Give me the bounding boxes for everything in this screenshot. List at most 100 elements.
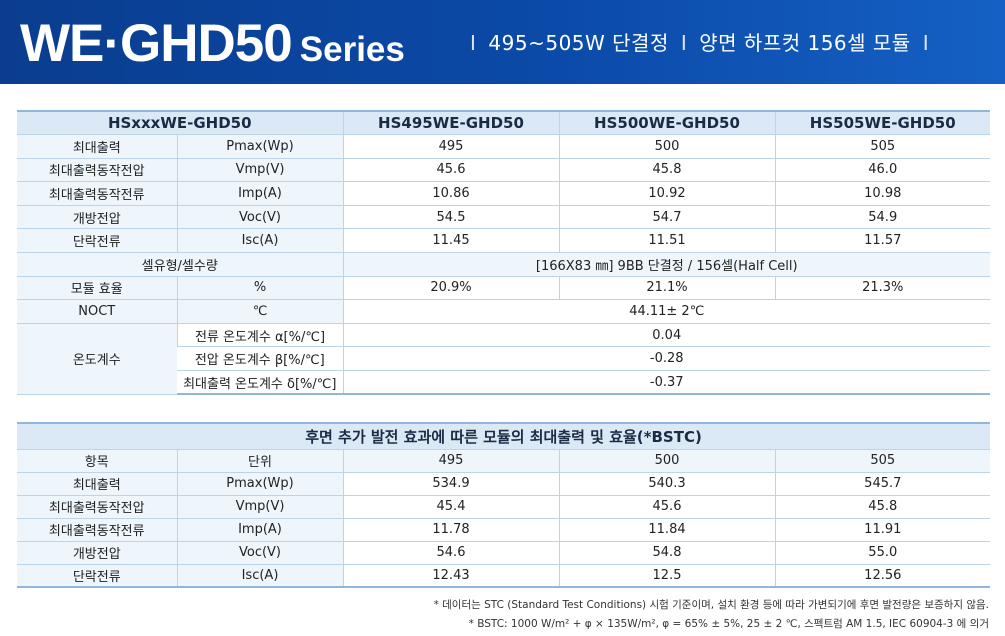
cell-value: 11.51	[558, 228, 775, 254]
separator: I	[680, 31, 688, 55]
row-unit: Pmax(Wp)	[176, 134, 343, 159]
header-banner: WE·GHD50 Series I 495~505W 단결정 I 양면 하프컷 156셀…	[0, 0, 1005, 84]
cell-value: 21.1%	[558, 276, 775, 301]
cell-value: 12.43	[342, 564, 559, 588]
rear-row-vmp: 최대출력동작전압 Vmp(V) 45.4 45.6 45.8	[17, 495, 991, 519]
cell-value: 545.7	[774, 472, 991, 496]
header-500: 500	[558, 449, 775, 473]
spec-row-imp: 최대출력동작전류 Imp(A) 10.86 10.92 10.98	[17, 181, 990, 206]
separator: I	[470, 31, 477, 55]
header-505: 505	[774, 449, 991, 473]
spec-row-noct: NOCT ℃ 44.11± 2℃	[17, 299, 990, 324]
row-unit: Voc(V)	[176, 205, 343, 230]
row-unit: ℃	[176, 299, 343, 324]
row-unit: %	[176, 276, 343, 301]
footnotes: * 데이터는 STC (Standard Test Conditions) 시험…	[434, 596, 989, 634]
row-unit: Vmp(V)	[176, 158, 343, 183]
row-unit: Vmp(V)	[176, 495, 343, 519]
row-unit: Imp(A)	[176, 518, 343, 542]
spec-header-505: HS505WE-GHD50	[774, 110, 990, 136]
cell-value: -0.28	[342, 346, 990, 372]
cell-value: 21.3%	[774, 276, 990, 301]
cell-value: 540.3	[558, 472, 775, 496]
temp-coeff-sublabel: 전류 온도계수 α[%/℃]	[176, 323, 343, 348]
header-495: 495	[342, 449, 559, 473]
row-label: 개방전압	[17, 205, 177, 230]
cell-value: 500	[558, 134, 775, 159]
temp-coeff-label: 온도계수	[17, 323, 177, 395]
row-unit: Pmax(Wp)	[176, 472, 343, 496]
cell-type-label: 셀유형/셀수량	[17, 252, 343, 277]
row-label: 단락전류	[17, 228, 177, 254]
cell-value: 534.9	[342, 472, 559, 496]
row-unit: Voc(V)	[176, 541, 343, 565]
spec-row-temp-voltage: 전압 온도계수 β[%/℃] -0.28	[17, 346, 990, 372]
cell-value: 45.6	[558, 495, 775, 519]
spec-header-495: HS495WE-GHD50	[342, 110, 559, 136]
model-name: WE·GHD50	[20, 14, 293, 73]
cell-value: 20.9%	[342, 276, 559, 301]
row-unit: Imp(A)	[176, 181, 343, 206]
noct-value: 44.11± 2℃	[342, 299, 990, 324]
header-unit: 단위	[176, 449, 343, 473]
cell-value: 54.8	[558, 541, 775, 565]
row-unit: Isc(A)	[176, 564, 343, 588]
spec-row-pmax: 최대출력 Pmax(Wp) 495 500 505	[17, 134, 990, 159]
cell-value: 0.04	[342, 323, 990, 348]
cell-value: 495	[342, 134, 559, 159]
cell-value: 54.5	[342, 205, 559, 230]
temp-coeff-sublabel: 최대출력 온도계수 δ[%/℃]	[177, 370, 343, 396]
rear-title-row: 후면 추가 발전 효과에 따른 모듈의 최대출력 및 효율(*BSTC)	[17, 422, 991, 450]
spec-row-temp-power: 최대출력 온도계수 δ[%/℃] -0.37	[17, 370, 990, 396]
temp-coeff-sublabel: 전압 온도계수 β[%/℃]	[177, 346, 343, 372]
separator: I	[922, 31, 930, 55]
rear-header-row: 항목 단위 495 500 505	[17, 449, 991, 473]
cell-value: 12.5	[558, 564, 775, 588]
row-label: NOCT	[17, 299, 177, 324]
row-label: 최대출력동작전류	[17, 518, 177, 542]
spec-row-cell-type: 셀유형/셀수량 [166X83 ㎜] 9BB 단결정 / 156셀(Half C…	[17, 252, 990, 277]
cell-value: 54.6	[342, 541, 559, 565]
product-subtitle: I 495~505W 단결정 I 양면 하프컷 156셀 모듈 I	[470, 28, 941, 58]
spec-row-voc: 개방전압 Voc(V) 54.5 54.7 54.9	[17, 205, 990, 230]
cell-value: 11.45	[342, 228, 559, 254]
row-label: 최대출력	[17, 134, 177, 159]
cell-value: 45.6	[342, 158, 559, 183]
rear-table-title: 후면 추가 발전 효과에 따른 모듈의 최대출력 및 효율(*BSTC)	[17, 422, 991, 450]
cell-value: 11.57	[774, 228, 990, 254]
footnote-bstc: * BSTC: 1000 W/m² + φ × 135W/m², φ = 65%…	[468, 618, 989, 630]
subtitle-power: 495~505W 단결정	[488, 31, 669, 55]
cell-type-value: [166X83 ㎜] 9BB 단결정 / 156셀(Half Cell)	[342, 252, 990, 277]
spec-header-row: HSxxxWE-GHD50 HS495WE-GHD50 HS500WE-GHD5…	[17, 110, 990, 136]
cell-value: 45.8	[558, 158, 775, 183]
rear-gain-table: 후면 추가 발전 효과에 따른 모듈의 최대출력 및 효율(*BSTC) 항목 …	[17, 422, 991, 588]
cell-value: 12.56	[774, 564, 991, 588]
cell-value: 45.4	[342, 495, 559, 519]
cell-value: 10.98	[774, 181, 990, 206]
product-title: WE·GHD50 Series	[20, 6, 405, 84]
rear-row-voc: 개방전압 Voc(V) 54.6 54.8 55.0	[17, 541, 991, 565]
cell-value: 45.8	[774, 495, 991, 519]
row-label: 모듈 효율	[17, 276, 177, 301]
cell-value: 505	[774, 134, 990, 159]
cell-value: 54.7	[558, 205, 775, 230]
row-label: 최대출력	[17, 472, 177, 496]
spec-row-efficiency: 모듈 효율 % 20.9% 21.1% 21.3%	[17, 276, 990, 301]
spec-row-temp-current: 온도계수 전류 온도계수 α[%/℃] 0.04	[17, 323, 990, 395]
spec-row-vmp: 최대출력동작전압 Vmp(V) 45.6 45.8 46.0	[17, 158, 990, 183]
spec-row-isc: 단락전류 Isc(A) 11.45 11.51 11.57	[17, 228, 990, 254]
cell-value: 10.86	[342, 181, 559, 206]
footnote-stc: * 데이터는 STC (Standard Test Conditions) 시험…	[433, 599, 989, 611]
header-item: 항목	[17, 449, 177, 473]
rear-row-imp: 최대출력동작전류 Imp(A) 11.78 11.84 11.91	[17, 518, 991, 542]
subtitle-module: 양면 하프컷 156셀 모듈	[699, 31, 911, 55]
row-label: 최대출력동작전압	[17, 495, 177, 519]
rear-row-isc: 단락전류 Isc(A) 12.43 12.5 12.56	[17, 564, 991, 588]
series-label: Series	[299, 30, 405, 69]
row-unit: Isc(A)	[176, 228, 343, 254]
row-label: 최대출력동작전류	[17, 181, 177, 206]
cell-value: 11.84	[558, 518, 775, 542]
cell-value: 11.91	[774, 518, 991, 542]
cell-value: 54.9	[774, 205, 990, 230]
cell-value: -0.37	[342, 370, 990, 396]
